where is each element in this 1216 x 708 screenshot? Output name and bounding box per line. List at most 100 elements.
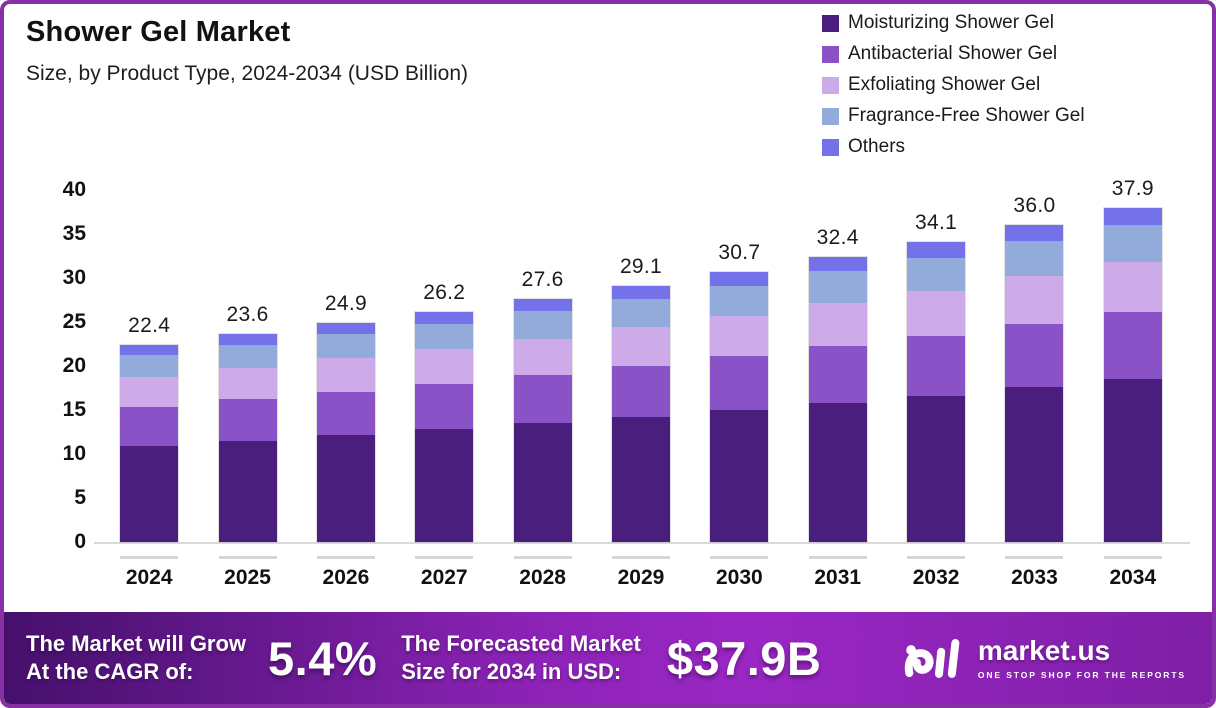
bar-segment — [218, 367, 277, 400]
legend-item: Exfoliating Shower Gel — [822, 74, 1085, 96]
bar-column: 36.0 — [985, 186, 1083, 542]
bar-segment — [710, 315, 769, 357]
y-tick-label: 5 — [74, 486, 86, 509]
x-tick-mark — [513, 556, 572, 559]
bar-segment — [611, 299, 670, 328]
bar-stack — [907, 242, 966, 542]
bar-segment — [1103, 312, 1162, 380]
bar-total-label: 30.7 — [718, 240, 761, 264]
bar-total-label: 26.2 — [423, 280, 466, 304]
cagr-label-line1: The Market will Grow — [26, 631, 247, 657]
cagr-value: 5.4% — [268, 631, 378, 685]
legend: Moisturizing Shower Gel Antibacterial Sho… — [822, 12, 1085, 158]
x-axis-cell: 2029 — [592, 544, 690, 590]
legend-item: Fragrance-Free Shower Gel — [822, 105, 1085, 127]
x-axis-label: 2024 — [125, 566, 173, 589]
bar-segment — [316, 358, 375, 392]
legend-swatch — [822, 45, 839, 63]
x-axis-cell: 2030 — [690, 544, 788, 590]
bar-segment — [1103, 225, 1162, 263]
x-axis-cell: 2026 — [297, 544, 395, 590]
cagr-label-line2: At the CAGR of: — [26, 659, 194, 684]
bar-segment — [218, 399, 277, 441]
bar-segment — [907, 242, 966, 258]
y-tick-label: 35 — [62, 222, 86, 245]
logo-tagline: ONE STOP SHOP FOR THE REPORTS — [977, 669, 1186, 680]
bar-column: 26.2 — [395, 186, 493, 542]
bar-segment — [120, 344, 179, 355]
bar-total-label: 36.0 — [1013, 194, 1056, 218]
bar-column: 30.7 — [690, 186, 788, 542]
x-axis-label: 2026 — [322, 566, 370, 589]
bar-stack — [415, 311, 474, 542]
chart-subtitle: Size, by Product Type, 2024-2034 (USD Bi… — [26, 62, 469, 85]
bar-segment — [415, 323, 474, 350]
bar-segment — [808, 302, 867, 346]
bar-segment — [611, 366, 670, 417]
bar-column: 32.4 — [789, 186, 887, 542]
x-tick-mark — [218, 556, 277, 559]
y-tick-label: 10 — [62, 442, 86, 465]
bar-segment — [611, 327, 670, 366]
bar-segment — [415, 349, 474, 384]
footer-banner: The Market will Grow At the CAGR of: 5.4… — [4, 612, 1212, 704]
bar-segment — [808, 256, 867, 272]
x-tick-mark — [710, 556, 769, 559]
bar-stack — [513, 299, 572, 542]
bar-segment — [907, 291, 966, 337]
bar-total-label: 34.1 — [915, 211, 958, 235]
logo-wordmark: market.us — [977, 634, 1111, 666]
logo-text-block: market.us ONE STOP SHOP FOR THE REPORTS — [977, 634, 1186, 680]
legend-item: Others — [822, 136, 1085, 158]
forecast-label-line2: Size for 2034 in USD: — [401, 659, 622, 684]
y-tick-label: 15 — [62, 398, 86, 421]
bar-segment — [611, 285, 670, 300]
cagr-label: The Market will Grow At the CAGR of: — [26, 630, 246, 686]
bar-segment — [218, 440, 277, 542]
bar-segment — [415, 429, 474, 542]
x-tick-mark — [611, 556, 670, 559]
bar-column: 22.4 — [100, 186, 198, 542]
bar-total-label: 29.1 — [619, 254, 663, 278]
bar-segment — [513, 374, 572, 424]
x-axis-line — [94, 542, 1190, 544]
legend-label: Exfoliating Shower Gel — [848, 74, 1041, 95]
x-axis-cell: 2033 — [985, 544, 1083, 590]
legend-item: Moisturizing Shower Gel — [822, 12, 1085, 34]
forecast-label-line1: The Forecasted Market — [401, 631, 641, 657]
x-axis-cell: 2027 — [395, 544, 493, 590]
bar-segment — [120, 446, 179, 542]
y-axis: 0 5 10 15 20 25 30 35 40 — [30, 178, 86, 553]
x-tick-mark — [1005, 556, 1064, 559]
bar-segment — [316, 391, 375, 435]
chart-title: Shower Gel Market — [26, 16, 291, 48]
bar-stack — [316, 322, 375, 542]
bar-segment — [218, 334, 277, 345]
y-tick-label: 40 — [62, 178, 86, 201]
x-tick-mark — [415, 556, 474, 559]
bar-segment — [218, 344, 277, 368]
x-tick-mark — [316, 556, 375, 559]
y-tick-label: 30 — [62, 266, 86, 289]
bar-total-label: 37.9 — [1111, 177, 1154, 201]
bar-segment — [907, 336, 966, 396]
bar-segment — [907, 395, 966, 542]
legend-label: Fragrance-Free Shower Gel — [848, 105, 1085, 126]
bar-segment — [710, 410, 769, 542]
legend-label: Others — [848, 136, 906, 157]
forecast-label: The Forecasted Market Size for 2034 in U… — [401, 630, 641, 686]
bar-column: 34.1 — [887, 186, 985, 542]
legend-label: Antibacterial Shower Gel — [848, 43, 1058, 64]
x-axis-cell: 2034 — [1084, 544, 1182, 590]
y-tick-label: 20 — [62, 354, 86, 377]
x-axis-cell: 2032 — [887, 544, 985, 590]
y-tick-label: 0 — [74, 530, 86, 553]
bar-segment — [415, 311, 474, 324]
bar-segment — [1103, 379, 1162, 542]
bar-segment — [316, 434, 375, 542]
bar-column: 27.6 — [493, 186, 591, 542]
x-axis-label: 2029 — [617, 566, 665, 589]
plot-area: 22.4 23.6 24.9 26.2 27.6 29.1 30.7 32.4 34.1 36.0… — [94, 177, 1190, 544]
forecast-value: $37.9B — [666, 631, 822, 685]
bar-stack — [1005, 225, 1064, 542]
